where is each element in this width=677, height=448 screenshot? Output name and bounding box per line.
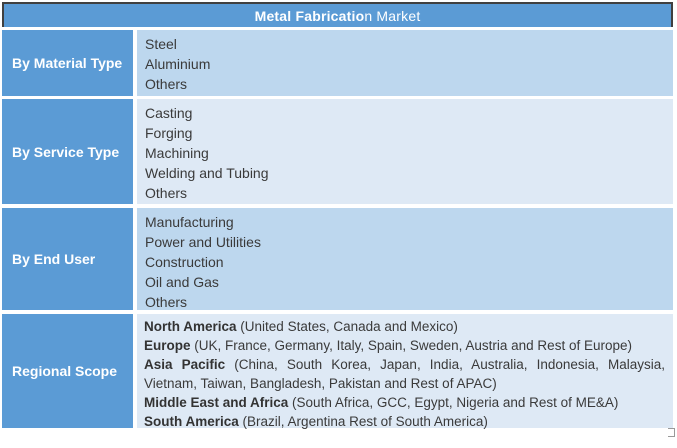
list-item: Casting <box>145 105 193 121</box>
row-content: Casting Forging Machining Welding and Tubin… <box>137 99 673 204</box>
region-name: North America <box>144 319 237 334</box>
region-name: South America <box>144 414 239 429</box>
region-item: Europe (UK, France, Germany, Italy, Spai… <box>144 336 665 355</box>
row-label: By Service Type <box>2 99 133 204</box>
region-countries: (South Africa, GCC, Egypt, Nigeria and R… <box>292 395 619 410</box>
list-item: Steel <box>145 36 177 52</box>
row-content: North America (United States, Canada and… <box>137 314 673 431</box>
region-countries: (China, South Korea, Japan, India, Austr… <box>144 357 665 391</box>
market-scope-table: Metal Fabrication Market By Material Typ… <box>2 2 673 431</box>
list-item: Welding and Tubing <box>145 165 269 181</box>
table-row: By End User Manufacturing Power and Utilit… <box>2 208 673 310</box>
row-label: By Material Type <box>2 30 133 96</box>
table-row: Regional Scope North America (United Stat… <box>2 314 673 431</box>
table-title-bold: Metal Fabricatio <box>254 7 365 24</box>
region-countries: (United States, Canada and Mexico) <box>240 319 458 334</box>
list-item: Power and Utilities <box>145 234 261 250</box>
table-header: Metal Fabrication Market <box>2 2 673 27</box>
table-title-regular: n Market <box>364 7 421 24</box>
region-name: Middle East and Africa <box>144 395 289 410</box>
region-countries: (UK, France, Germany, Italy, Spain, Swed… <box>194 338 632 353</box>
region-countries: (Brazil, Argentina Rest of South America… <box>242 414 488 429</box>
list-item: Machining <box>145 145 209 161</box>
row-content: Steel Aluminium Others <box>137 30 673 96</box>
region-item: Middle East and Africa (South Africa, GC… <box>144 393 665 412</box>
list-item: Others <box>145 76 188 92</box>
region-name: Europe <box>144 338 191 353</box>
list-item: Manufacturing <box>145 214 234 230</box>
cursor-artifact <box>668 428 675 437</box>
region-item: Asia Pacific (China, South Korea, Japan,… <box>144 355 665 393</box>
region-item: North America (United States, Canada and… <box>144 317 665 336</box>
table-body: By Material Type Steel Aluminium Others By S… <box>2 30 673 431</box>
table-row: By Material Type Steel Aluminium Others <box>2 30 673 96</box>
table-row: By Service Type Casting Forging Machining We… <box>2 99 673 204</box>
region-name: Asia Pacific <box>144 357 226 372</box>
list-item: Others <box>145 294 188 310</box>
list-item: Others <box>145 185 188 201</box>
list-item: Aluminium <box>145 56 211 72</box>
list-item: Oil and Gas <box>145 274 219 290</box>
table-title: Metal Fabrication Market <box>255 8 421 24</box>
list-item: Construction <box>145 254 224 270</box>
row-label: By End User <box>2 208 133 310</box>
region-item: South America (Brazil, Argentina Rest of… <box>144 412 665 431</box>
row-content: Manufacturing Power and Utilities Construc… <box>137 208 673 310</box>
row-label: Regional Scope <box>2 314 133 428</box>
list-item: Forging <box>145 125 193 141</box>
